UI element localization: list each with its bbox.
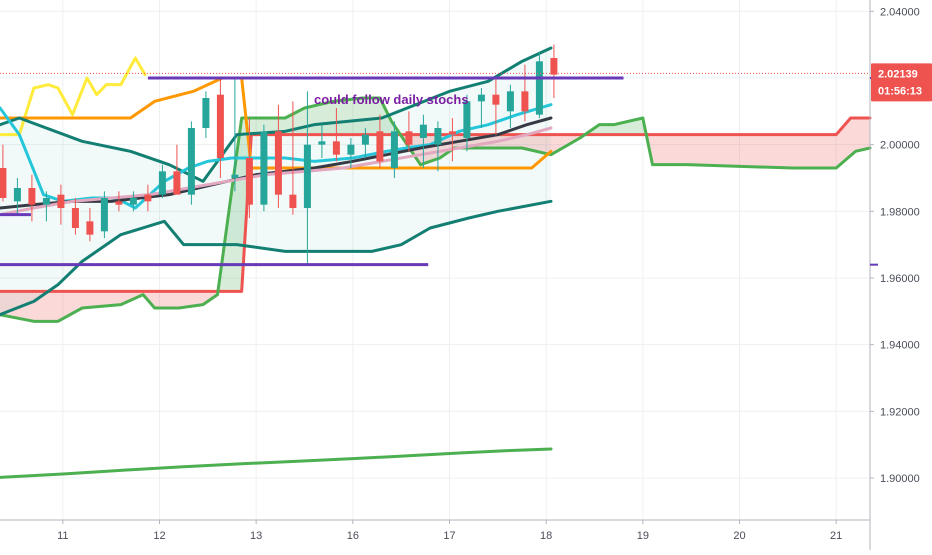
last-price-label: 2.02139 (878, 68, 918, 80)
candle-body (376, 131, 384, 162)
series-line-yellow (0, 56, 147, 137)
y-tick-label: 2.04000 (880, 6, 920, 18)
candle-body (115, 201, 123, 205)
candle-body (0, 168, 7, 198)
candle-body (289, 194, 297, 208)
last-price-badge (871, 63, 932, 102)
candle-body (260, 131, 268, 205)
x-tick-label: 17 (443, 530, 455, 542)
annotation-text: could follow daily stochs (314, 92, 469, 107)
y-tick-label: 1.96000 (880, 273, 920, 285)
candle-body (231, 174, 239, 178)
y-tick-label: 2.00000 (880, 140, 920, 152)
x-tick-label: 16 (347, 530, 359, 542)
cloud-fill-bearish (646, 118, 870, 168)
candle-body (129, 198, 137, 205)
candle-body (390, 131, 398, 168)
y-tick-label: 1.90000 (880, 473, 920, 485)
candle-body (100, 198, 108, 232)
candle-body (492, 94, 500, 105)
candle-body (57, 194, 65, 208)
candle-body (347, 144, 355, 155)
cloud-fill-bearish (401, 134, 586, 165)
x-tick-label: 12 (153, 530, 165, 542)
x-tick-label: 21 (830, 530, 842, 542)
grid (0, 0, 870, 520)
candle-body (506, 91, 514, 112)
candle-body (202, 98, 210, 128)
candle-body (463, 101, 471, 138)
series-line-green-ma (0, 447, 553, 479)
candle-body (173, 171, 181, 195)
candle-body (86, 221, 94, 235)
horizontal-lines (0, 72, 870, 267)
x-tick-label: 13 (250, 530, 262, 542)
y-tick-label: 1.94000 (880, 340, 920, 352)
candle-body (361, 134, 369, 145)
candle-body (144, 194, 152, 202)
candle-body (13, 188, 21, 202)
x-tick-label: 19 (637, 530, 649, 542)
span-a-line (0, 96, 872, 323)
candle-body (332, 141, 340, 155)
candle-body (419, 124, 427, 138)
series-line-pink-ma (0, 126, 553, 217)
candle-body (434, 128, 442, 145)
candle-body (448, 131, 456, 135)
candle-body (477, 94, 485, 102)
candle-body (550, 58, 558, 75)
candle-body (42, 198, 50, 205)
series-line-teal-lower (0, 199, 553, 317)
candle-body (71, 208, 79, 228)
candle-body (303, 144, 311, 208)
candle-body (28, 188, 36, 205)
x-tick-label: 18 (540, 530, 552, 542)
candle-body (535, 61, 543, 115)
candle-body (216, 94, 224, 158)
candle-body (521, 91, 529, 112)
candles (0, 44, 558, 265)
candle-body (274, 131, 282, 195)
candle-body (318, 141, 326, 145)
candle-body (405, 131, 413, 145)
candle-body (187, 128, 195, 195)
y-tick-label: 1.92000 (880, 406, 920, 418)
cloud-fill-bullish (585, 118, 647, 137)
countdown-label: 01:56:13 (878, 85, 922, 97)
x-tick-label: 11 (57, 530, 68, 542)
span-b-line (0, 116, 872, 293)
candle-body (245, 158, 253, 205)
y-tick-label: 1.98000 (880, 206, 920, 218)
candle-body (158, 171, 166, 195)
x-tick-label: 20 (733, 530, 745, 542)
